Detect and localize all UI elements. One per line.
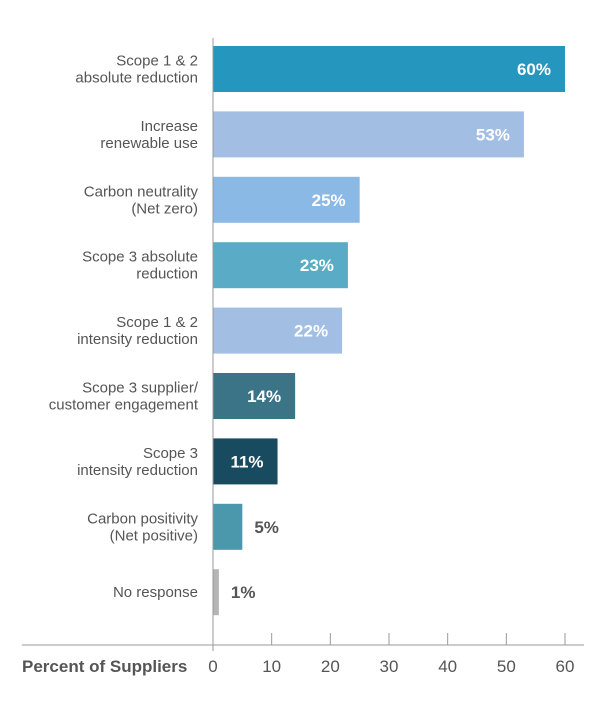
bar xyxy=(213,46,565,92)
bar xyxy=(213,373,296,419)
value-label: 14% xyxy=(247,387,281,406)
category-label: Carbon neutrality (Net zero) xyxy=(84,183,199,217)
x-tick-label: 40 xyxy=(438,657,457,676)
category-label: Increase renewable use xyxy=(100,118,198,152)
x-ticks-group: 0 10 20 30 40 50 60 xyxy=(208,633,574,676)
category-label: Scope 3 absolute reduction xyxy=(82,249,198,283)
category-label: No response xyxy=(113,584,198,601)
value-label: 60% xyxy=(517,60,551,79)
x-tick-label: 20 xyxy=(321,657,340,676)
category-label: Scope 1 & 2 intensity reduction xyxy=(77,314,198,348)
value-label: 5% xyxy=(254,518,279,537)
value-label: 53% xyxy=(476,125,510,144)
bar xyxy=(213,242,348,289)
value-label: 23% xyxy=(300,256,334,275)
category-labels-group: Scope 1 & 2 absolute reduction Increase ren… xyxy=(49,53,199,602)
x-tick-label: 10 xyxy=(262,657,281,676)
bar xyxy=(213,569,219,616)
x-axis-title: Percent of Suppliers xyxy=(22,657,187,676)
value-label: 22% xyxy=(294,322,328,341)
value-label: 1% xyxy=(231,583,256,602)
bar xyxy=(213,111,524,158)
bar xyxy=(213,307,343,354)
x-tick-label: 60 xyxy=(556,657,575,676)
bar xyxy=(213,438,278,485)
category-label: Carbon positivity (Net positive) xyxy=(87,510,198,544)
bar xyxy=(213,503,243,550)
category-label: Scope 3 intensity reduction xyxy=(77,445,198,479)
bars-group xyxy=(213,46,565,616)
bar xyxy=(213,176,360,223)
x-tick-label: 0 xyxy=(208,657,217,676)
x-tick-label: 30 xyxy=(380,657,399,676)
value-labels-group: 60% 53% 25% 23% 22% 14% 11% 5% 1% xyxy=(230,60,551,602)
category-label: Scope 1 & 2 absolute reduction xyxy=(75,53,198,87)
value-label: 11% xyxy=(230,452,263,471)
x-tick-label: 50 xyxy=(497,657,516,676)
value-label: 25% xyxy=(312,191,346,210)
category-label: Scope 3 supplier/customer engagement xyxy=(49,380,199,414)
